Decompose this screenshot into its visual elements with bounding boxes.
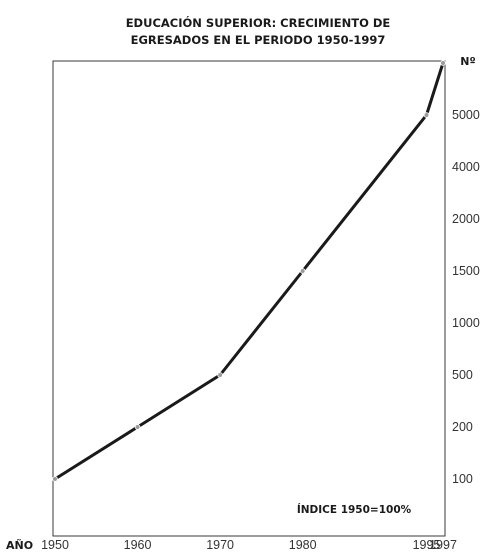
y-tick-label: 4000 (452, 160, 480, 174)
chart-title-line-2: EGRESADOS EN EL PERIODO 1950-1997 (131, 33, 386, 47)
x-tick-label: 1995 (413, 538, 441, 552)
data-point (134, 424, 141, 430)
y-tick-label: 200 (452, 420, 473, 434)
y-tick-label: 500 (452, 368, 473, 382)
x-tick-label: 1950 (41, 538, 69, 552)
y-axis-ticks: 5000 4000 2000 1500 1000 500 200 100 (452, 108, 480, 486)
plot-frame (52, 60, 446, 537)
series-line (53, 61, 445, 481)
data-point (423, 112, 430, 118)
y-tick-label: 2000 (452, 212, 480, 226)
x-tick-label: 1997 (429, 538, 457, 552)
x-axis-title: AÑO (6, 539, 33, 552)
y-tick-label: 100 (452, 472, 473, 486)
chart-title-line-1: EDUCACIÓN SUPERIOR: CRECIMIENTO DE (126, 15, 391, 30)
index-annotation: ÍNDICE 1950=100% (297, 503, 412, 516)
y-axis-title: Nº (460, 55, 475, 68)
x-tick-label: 1980 (289, 538, 317, 552)
y-tick-label: 5000 (452, 108, 480, 122)
data-point (217, 372, 223, 378)
data-point (52, 476, 58, 482)
y-tick-label: 1000 (452, 316, 480, 330)
x-tick-label: 1960 (124, 538, 152, 552)
data-point (440, 60, 446, 66)
x-tick-label: 1970 (206, 538, 234, 552)
series-layer (52, 60, 446, 482)
y-tick-label: 1500 (452, 264, 480, 278)
data-point (299, 268, 306, 274)
